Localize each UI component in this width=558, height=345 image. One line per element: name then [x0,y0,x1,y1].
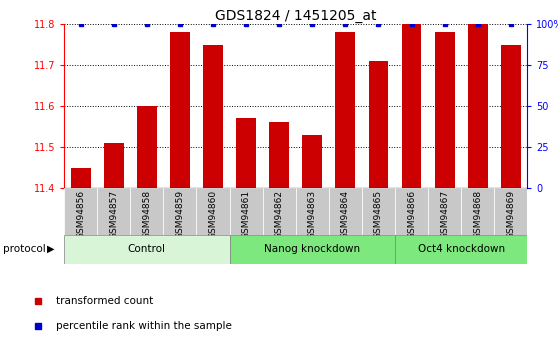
Bar [362,188,395,235]
Text: GSM94859: GSM94859 [175,190,185,239]
Bar [170,32,190,188]
Bar [335,32,355,188]
Text: GSM94860: GSM94860 [209,190,218,239]
Text: GSM94868: GSM94868 [473,190,482,239]
Bar [137,106,157,188]
Text: Nanog knockdown: Nanog knockdown [264,244,360,254]
Bar [263,188,296,235]
Bar [64,235,229,264]
Bar [296,188,329,235]
Bar [329,188,362,235]
Text: GSM94862: GSM94862 [275,190,283,239]
Text: protocol: protocol [3,244,46,254]
Bar [97,188,131,235]
Bar [461,188,494,235]
Bar [64,188,97,235]
Bar [428,188,461,235]
Bar [71,168,90,188]
Bar [395,235,527,264]
Text: GSM94867: GSM94867 [440,190,449,239]
Text: GSM94869: GSM94869 [506,190,515,239]
Bar [501,45,521,188]
Text: GSM94858: GSM94858 [142,190,151,239]
Text: GSM94863: GSM94863 [308,190,317,239]
Bar [494,188,527,235]
Bar [468,24,488,188]
Text: transformed count: transformed count [56,296,153,306]
Text: percentile rank within the sample: percentile rank within the sample [56,321,232,331]
Bar [302,135,322,188]
Bar [229,188,263,235]
Text: Control: Control [128,244,166,254]
Text: ▶: ▶ [47,244,55,254]
Bar [402,24,421,188]
Text: GSM94866: GSM94866 [407,190,416,239]
Title: GDS1824 / 1451205_at: GDS1824 / 1451205_at [215,9,377,23]
Text: GSM94857: GSM94857 [109,190,118,239]
Bar [196,188,229,235]
Text: Oct4 knockdown: Oct4 knockdown [417,244,504,254]
Bar [395,188,428,235]
Bar [163,188,196,235]
Bar [236,118,256,188]
Text: GSM94856: GSM94856 [76,190,85,239]
Text: GSM94861: GSM94861 [242,190,251,239]
Text: GSM94864: GSM94864 [341,190,350,239]
Bar [131,188,163,235]
Text: GSM94865: GSM94865 [374,190,383,239]
Bar [229,235,395,264]
Bar [435,32,455,188]
Bar [104,143,124,188]
Bar [203,45,223,188]
Bar [368,61,388,188]
Bar [270,122,289,188]
